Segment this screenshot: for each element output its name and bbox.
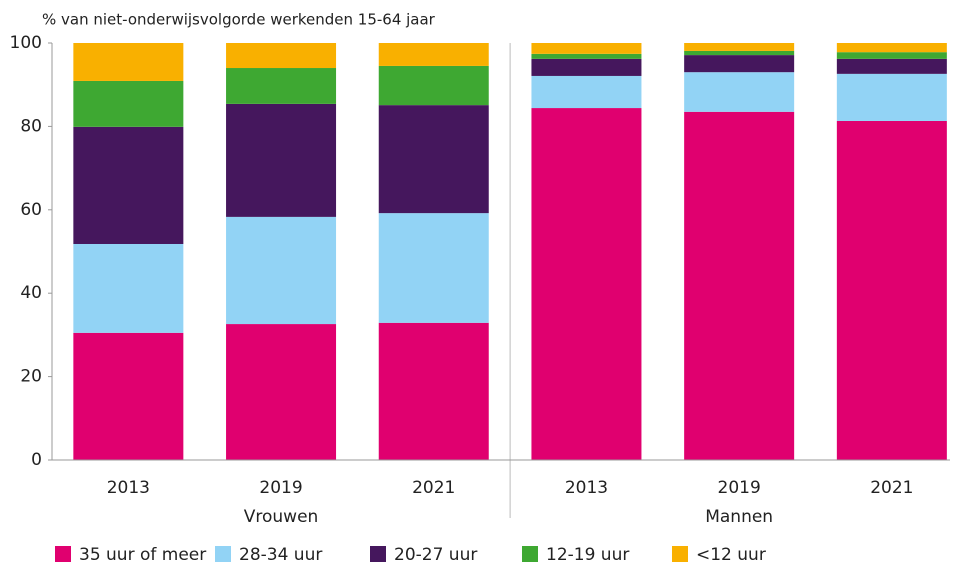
bar-segment	[378, 213, 489, 323]
group-label: Mannen	[705, 507, 773, 527]
bar-segment	[531, 75, 642, 109]
bar-segment	[73, 126, 184, 244]
bar-segment	[531, 108, 642, 460]
y-tick-label: 80	[20, 116, 42, 136]
bar-segment	[73, 243, 184, 333]
bar-segment	[531, 53, 642, 59]
bar-segment	[836, 52, 947, 59]
bar-segment	[836, 73, 947, 121]
bar-segment	[684, 50, 795, 56]
group-label: Vrouwen	[244, 507, 319, 527]
legend-swatch	[215, 546, 231, 562]
x-tick-label: 2019	[259, 478, 302, 498]
legend-swatch	[55, 546, 71, 562]
legend-label: 35 uur of meer	[79, 545, 206, 565]
y-tick-label: 60	[20, 200, 42, 220]
bar-segment	[226, 68, 337, 104]
y-axis-title: % van niet-onderwijsvolgorde werkenden 1…	[42, 11, 436, 29]
legend-label: 12-19 uur	[546, 545, 629, 565]
bar-segment	[226, 324, 337, 460]
bar-segment	[836, 120, 947, 460]
bar-segment	[226, 103, 337, 217]
bar-segment	[531, 58, 642, 76]
bar-segment	[226, 43, 337, 69]
legend-swatch	[370, 546, 386, 562]
bar-segment	[378, 105, 489, 214]
bar-segment	[836, 43, 947, 53]
bar-segment	[378, 43, 489, 66]
bar-segment	[684, 55, 795, 73]
bar-segment	[73, 43, 184, 81]
x-tick-label: 2013	[107, 478, 150, 498]
x-tick-label: 2021	[412, 478, 455, 498]
x-tick-label: 2019	[718, 478, 761, 498]
legend-swatch	[522, 546, 538, 562]
legend-label: 20-27 uur	[394, 545, 477, 565]
bar-segment	[226, 216, 337, 325]
bar-segment	[684, 111, 795, 461]
bar-segment	[531, 43, 642, 54]
bar-segment	[378, 322, 489, 460]
bar-segment	[73, 80, 184, 127]
legend-label: 28-34 uur	[239, 545, 322, 565]
y-tick-label: 100	[10, 33, 42, 53]
y-tick-label: 20	[20, 367, 42, 387]
x-tick-label: 2021	[870, 478, 913, 498]
y-tick-label: 0	[31, 450, 42, 470]
bar-segment	[684, 72, 795, 112]
bar-segment	[836, 58, 947, 74]
legend-swatch	[672, 546, 688, 562]
legend-label: <12 uur	[696, 545, 766, 565]
bar-segment	[378, 65, 489, 106]
y-tick-label: 40	[20, 283, 42, 303]
bar-segment	[73, 332, 184, 460]
x-tick-label: 2013	[565, 478, 608, 498]
bar-segment	[684, 43, 795, 51]
